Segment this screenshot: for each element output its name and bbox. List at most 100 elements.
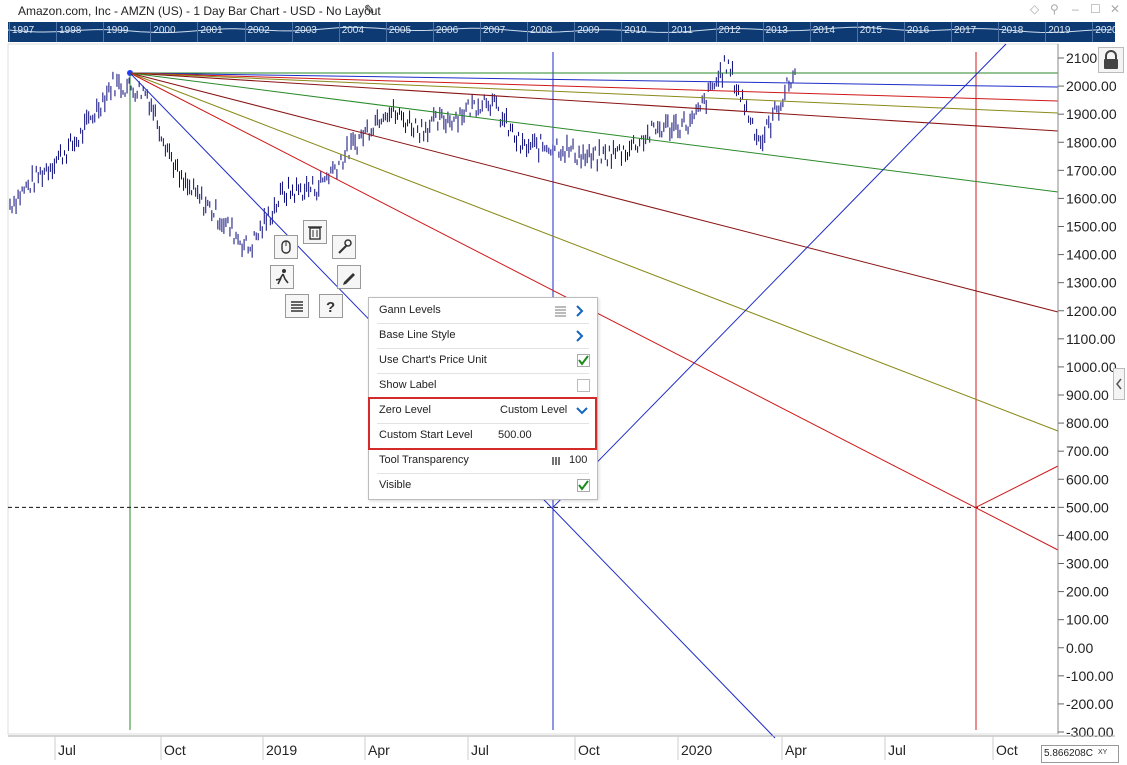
menu-item-show-label[interactable]: Show Label	[369, 373, 597, 398]
diamond-icon[interactable]: ◇	[1030, 2, 1040, 16]
menu-item-custom-start-level[interactable]: Custom Start Level 500.00	[369, 423, 597, 448]
price-label: 500.00	[1066, 499, 1109, 515]
overview-strip[interactable]: 1997 1998 1999 2000 2001 2002 2003 2004 2005 2006…	[8, 22, 1115, 42]
date-label: Apr	[785, 742, 807, 758]
gann-rising-line	[975, 465, 1059, 508]
overview-separator	[1092, 22, 1094, 42]
properties-button[interactable]	[332, 235, 356, 259]
overview-separator	[56, 22, 58, 42]
edit-button[interactable]	[337, 265, 361, 289]
wrench-icon	[338, 239, 352, 254]
slider-icon[interactable]	[551, 456, 561, 466]
overview-year-label: 2017	[954, 25, 977, 36]
menu-item-tool-transparency[interactable]: Tool Transparency 100	[369, 448, 597, 473]
menu-item-use-price-unit[interactable]: Use Chart's Price Unit	[369, 348, 597, 373]
overview-year-label: 1999	[106, 25, 129, 36]
menu-item-label: Zero Level	[379, 404, 431, 416]
overview-separator	[762, 22, 764, 42]
overview-separator	[197, 22, 199, 42]
overview-separator	[809, 22, 811, 42]
checkmark-icon	[578, 480, 589, 491]
price-label: 0.00	[1066, 640, 1093, 656]
move-button[interactable]	[270, 265, 294, 289]
list-icon	[291, 301, 303, 312]
overview-year-label: 2010	[624, 25, 647, 36]
minimize-icon[interactable]: –	[1072, 2, 1079, 16]
overview-separator	[291, 22, 293, 42]
close-icon[interactable]: ✕	[1110, 2, 1121, 16]
gann-fan-line	[129, 72, 1059, 313]
date-label: Oct	[578, 742, 600, 758]
menu-item-base-line-style[interactable]: Base Line Style	[369, 323, 597, 348]
overview-year-label: 2003	[294, 25, 317, 36]
coordinate-mode[interactable]: XY	[1098, 749, 1108, 756]
gann-rising-line	[552, 43, 1007, 508]
overview-separator	[385, 22, 387, 42]
menu-item-label: Custom Start Level	[379, 429, 473, 441]
lock-button[interactable]	[1098, 47, 1124, 73]
overview-year-label: 2000	[153, 25, 176, 36]
custom-start-level-input[interactable]: 500.00	[498, 429, 532, 441]
maximize-icon[interactable]: ☐	[1090, 2, 1101, 16]
side-panel-toggle[interactable]	[1113, 368, 1125, 400]
overview-separator	[9, 22, 10, 42]
date-axis[interactable]: Jul Oct 2019 Apr Jul Oct 2020 Apr Jul Oct	[54, 736, 1018, 760]
help-button[interactable]: ?	[319, 294, 343, 318]
overview-separator	[668, 22, 670, 42]
price-label: 700.00	[1066, 443, 1109, 459]
menu-item-zero-level[interactable]: Zero Level Custom Level	[369, 398, 597, 423]
price-label: 400.00	[1066, 527, 1109, 543]
overview-year-label: 1997	[12, 25, 35, 36]
date-label: Apr	[368, 742, 390, 758]
overview-separator	[1045, 22, 1047, 42]
gann-fan-line	[129, 72, 1059, 114]
price-label: 2000.00	[1066, 78, 1117, 94]
visible-checkbox[interactable]	[577, 479, 590, 492]
window-title: Amazon.com, Inc - AMZN (US) - 1 Day Bar …	[18, 4, 381, 18]
pencil-icon	[343, 273, 355, 285]
gann-fan[interactable]	[8, 43, 1059, 739]
overview-year-label: 2016	[906, 25, 930, 36]
overview-year-label: 2015	[859, 25, 883, 36]
gann-fan-line	[129, 72, 1059, 193]
chevron-right-icon	[576, 330, 584, 342]
overview-year-label: 2007	[483, 25, 506, 36]
date-label: Oct	[996, 742, 1018, 758]
chevron-right-icon	[576, 305, 584, 317]
mouse-button[interactable]	[274, 235, 298, 259]
price-label: 1100.00	[1066, 331, 1116, 347]
overview-separator	[480, 22, 481, 42]
overview-separator	[244, 22, 246, 42]
delete-button[interactable]	[303, 220, 327, 244]
overview-separator	[432, 22, 434, 42]
price-bars	[9, 55, 796, 258]
overview-separator	[856, 22, 858, 42]
price-label: 800.00	[1066, 415, 1109, 431]
coordinate-readout: 5.866208C	[1041, 745, 1119, 763]
svg-text:?: ?	[326, 299, 335, 316]
overview-separator	[621, 22, 623, 42]
date-label: 2020	[681, 742, 712, 758]
price-label: 1700.00	[1066, 162, 1117, 178]
pin-icon[interactable]: ⚲	[1050, 2, 1059, 16]
overview-separator	[150, 22, 152, 42]
use-price-unit-checkbox[interactable]	[577, 354, 590, 367]
overview-separator	[715, 22, 717, 42]
price-label: -100.00	[1066, 668, 1114, 684]
edit-title-icon[interactable]: ✎	[364, 2, 375, 17]
menu-button[interactable]	[285, 294, 309, 318]
show-label-checkbox[interactable]	[577, 379, 590, 392]
menu-item-label: Base Line Style	[379, 329, 456, 341]
overview-year-label: 2009	[577, 25, 600, 36]
menu-item-visible[interactable]: Visible	[369, 473, 597, 498]
menu-item-gann-levels[interactable]: Gann Levels	[369, 298, 597, 323]
overview-year-label: 2018	[1001, 25, 1024, 36]
zero-level-value[interactable]: Custom Level	[500, 404, 568, 416]
price-label: 1500.00	[1066, 219, 1117, 235]
price-axis[interactable]: 2100.002000.001900.001800.001700.001600.…	[1058, 50, 1117, 740]
price-label: 1200.00	[1066, 303, 1117, 319]
price-label: -200.00	[1066, 696, 1114, 712]
price-label: 1400.00	[1066, 247, 1117, 263]
date-label: 2019	[266, 742, 297, 758]
